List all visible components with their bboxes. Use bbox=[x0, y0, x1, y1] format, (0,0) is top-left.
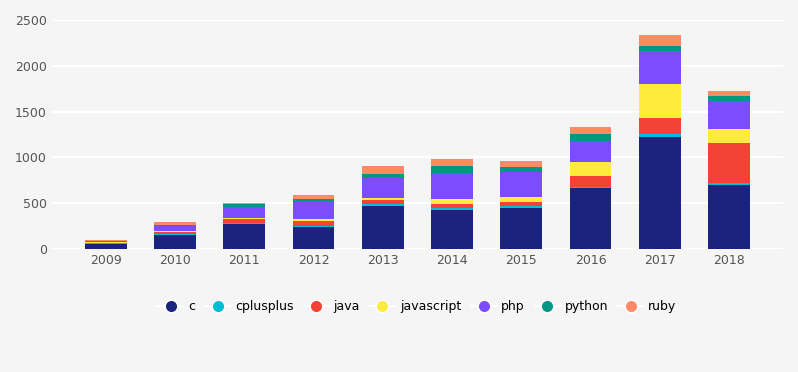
Bar bbox=[708, 185, 750, 249]
Bar bbox=[431, 208, 472, 209]
Bar bbox=[154, 234, 196, 235]
Bar bbox=[85, 243, 127, 244]
Bar bbox=[362, 206, 404, 249]
Bar bbox=[85, 242, 127, 243]
Bar bbox=[154, 235, 196, 249]
Bar bbox=[154, 231, 196, 234]
Bar bbox=[362, 178, 404, 198]
Bar bbox=[223, 219, 265, 223]
Bar bbox=[85, 244, 127, 249]
Bar bbox=[570, 189, 611, 249]
Bar bbox=[500, 167, 542, 173]
Bar bbox=[570, 176, 611, 187]
Bar bbox=[708, 129, 750, 143]
Bar bbox=[431, 199, 472, 203]
Bar bbox=[570, 134, 611, 141]
Bar bbox=[223, 203, 265, 204]
Bar bbox=[362, 174, 404, 178]
Bar bbox=[708, 90, 750, 96]
Bar bbox=[223, 218, 265, 219]
Bar bbox=[500, 206, 542, 208]
Bar bbox=[500, 202, 542, 206]
Bar bbox=[708, 143, 750, 183]
Bar bbox=[362, 166, 404, 174]
Bar bbox=[362, 204, 404, 206]
Bar bbox=[570, 187, 611, 189]
Bar bbox=[154, 222, 196, 225]
Bar bbox=[223, 207, 265, 218]
Bar bbox=[500, 208, 542, 249]
Bar bbox=[500, 197, 542, 202]
Bar bbox=[431, 173, 472, 199]
Bar bbox=[639, 137, 681, 249]
Bar bbox=[362, 201, 404, 204]
Bar bbox=[85, 241, 127, 242]
Bar bbox=[639, 134, 681, 137]
Bar bbox=[500, 173, 542, 197]
Bar bbox=[223, 204, 265, 207]
Legend: c, cplusplus, java, javascript, php, python, ruby: c, cplusplus, java, javascript, php, pyt… bbox=[154, 296, 681, 317]
Bar bbox=[639, 118, 681, 134]
Bar bbox=[431, 203, 472, 208]
Bar bbox=[85, 240, 127, 241]
Bar bbox=[293, 227, 334, 249]
Bar bbox=[223, 223, 265, 224]
Bar bbox=[293, 225, 334, 227]
Bar bbox=[639, 46, 681, 51]
Bar bbox=[293, 195, 334, 199]
Bar bbox=[223, 224, 265, 249]
Bar bbox=[293, 199, 334, 202]
Bar bbox=[293, 219, 334, 221]
Bar bbox=[639, 51, 681, 84]
Bar bbox=[293, 221, 334, 225]
Bar bbox=[293, 202, 334, 219]
Bar bbox=[500, 161, 542, 167]
Bar bbox=[154, 225, 196, 226]
Bar bbox=[431, 209, 472, 249]
Bar bbox=[639, 84, 681, 118]
Bar bbox=[708, 100, 750, 129]
Bar bbox=[570, 127, 611, 134]
Bar bbox=[570, 162, 611, 176]
Bar bbox=[431, 166, 472, 173]
Bar bbox=[154, 226, 196, 231]
Bar bbox=[708, 183, 750, 185]
Bar bbox=[708, 96, 750, 100]
Bar bbox=[570, 141, 611, 162]
Bar bbox=[362, 198, 404, 201]
Bar bbox=[431, 159, 472, 166]
Bar bbox=[639, 35, 681, 46]
